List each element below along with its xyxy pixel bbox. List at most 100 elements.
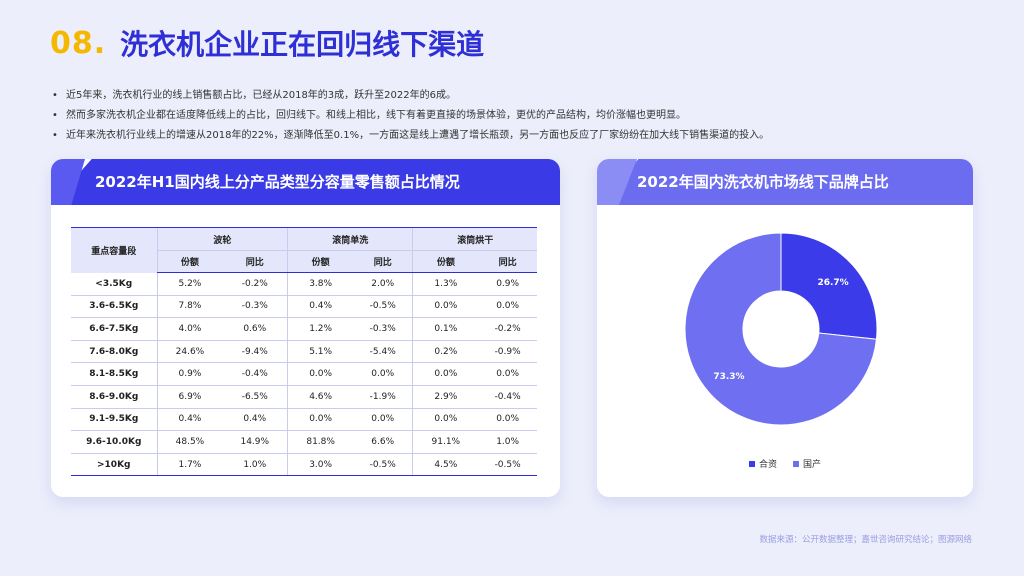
- table-cell: -0.5%: [478, 453, 537, 477]
- table-cell: 4.0%: [156, 317, 223, 341]
- table-cell: 5.1%: [287, 340, 354, 364]
- table-row: 9.1-9.5Kg 0.4% 0.4% 0.0% 0.0% 0.0% 0.0%: [71, 408, 537, 432]
- legend-label: 国产: [803, 460, 822, 470]
- table-cell: 0.0%: [412, 408, 479, 432]
- table-cell: 81.8%: [287, 430, 354, 454]
- table-row: <3.5Kg 5.2% -0.2% 3.8% 2.0% 1.3% 0.9%: [71, 272, 537, 296]
- table-cell: 14.9%: [222, 430, 288, 454]
- donut-data-label: 73.3%: [713, 372, 744, 382]
- donut-chart: 26.7% 73.3%: [684, 232, 878, 426]
- table-cell: 2.9%: [412, 385, 479, 409]
- row-label: 7.6-8.0Kg: [71, 340, 157, 364]
- sub-header-yoy: 同比: [353, 250, 413, 273]
- table-cell: 0.4%: [156, 408, 223, 432]
- table-card-header: 2022年H1国内线上分产品类型分容量零售额占比情况: [51, 159, 560, 205]
- bullet-list: 近5年来，洗衣机行业的线上销售额占比，已经从2018年的3成，跃升至2022年的…: [52, 86, 992, 146]
- donut-slice-0: [780, 232, 878, 340]
- table-cell: -1.9%: [353, 385, 413, 409]
- row-label: 3.6-6.5Kg: [71, 295, 157, 319]
- section-number: 08.: [50, 25, 107, 61]
- data-source-note: 数据来源：公开数据整理；嘉世咨询研究结论；图源网络: [759, 535, 972, 545]
- legend-swatch: [748, 460, 755, 467]
- table-cell: 24.6%: [156, 340, 223, 364]
- donut-slice-1: [684, 232, 878, 426]
- table-row: 7.6-8.0Kg 24.6% -9.4% 5.1% -5.4% 0.2% -0.9%: [71, 340, 537, 364]
- sub-header-share: 份额: [156, 250, 223, 273]
- table-cell: 5.2%: [156, 272, 223, 296]
- table-cell: -0.4%: [222, 362, 288, 386]
- legend-label: 合资: [758, 460, 777, 470]
- capacity-share-table: 重点容量段 波轮 滚筒单洗 滚筒烘干 份额 同比 份额 同比 份额 同比 <3.…: [71, 227, 537, 477]
- table-cell: 1.0%: [478, 430, 537, 454]
- table-row: >10Kg 1.7% 1.0% 3.0% -0.5% 4.5% -0.5%: [71, 453, 537, 477]
- table-row: 6.6-7.5Kg 4.0% 0.6% 1.2% -0.3% 0.1% -0.2%: [71, 317, 537, 341]
- row-label: >10Kg: [71, 453, 157, 477]
- table-row: 3.6-6.5Kg 7.8% -0.3% 0.4% -0.5% 0.0% 0.0%: [71, 295, 537, 319]
- sub-header-share: 份额: [412, 250, 479, 273]
- row-label: 9.1-9.5Kg: [71, 408, 157, 432]
- donut-card-header: 2022年国内洗衣机市场线下品牌占比: [597, 159, 973, 205]
- table-cell: 0.0%: [412, 362, 479, 386]
- group-header-drum-dry: 滚筒烘干: [412, 227, 537, 251]
- page-title-row: 08. 洗衣机企业正在回归线下渠道: [50, 20, 484, 66]
- group-header-drum-wash: 滚筒单洗: [287, 227, 413, 251]
- table-cell: 0.0%: [478, 362, 537, 386]
- table-cell: 1.0%: [222, 453, 288, 477]
- table-card-title: 2022年H1国内线上分产品类型分容量零售额占比情况: [95, 173, 460, 191]
- legend-swatch: [793, 460, 799, 467]
- header-band: [51, 159, 560, 205]
- donut-chart-area: 26.7% 73.3%: [597, 205, 973, 497]
- table-cell: -0.3%: [353, 317, 413, 341]
- table-cell: 0.0%: [287, 408, 354, 432]
- sub-header-share: 份额: [287, 250, 354, 273]
- table-cell: 0.4%: [222, 408, 288, 432]
- bullet-item: 然而多家洗衣机企业都在适度降低线上的占比，回归线下。和线上相比，线下有着更直接的…: [52, 106, 992, 126]
- table-cell: 0.4%: [287, 295, 354, 319]
- row-label: 8.6-9.0Kg: [71, 385, 157, 409]
- table-cell: -5.4%: [353, 340, 413, 364]
- table-cell: 0.0%: [353, 408, 413, 432]
- table-cell: -0.2%: [478, 317, 537, 341]
- row-label: 8.1-8.5Kg: [71, 362, 157, 386]
- table-cell: -0.4%: [478, 385, 537, 409]
- donut-data-label: 26.7%: [817, 278, 848, 288]
- table-card: 2022年H1国内线上分产品类型分容量零售额占比情况 重点容量段 波轮 滚筒单洗…: [51, 159, 560, 497]
- table-cell: -0.5%: [353, 295, 413, 319]
- sub-header-yoy: 同比: [222, 250, 288, 273]
- page-title: 洗衣机企业正在回归线下渠道: [120, 28, 485, 61]
- table-cell: 48.5%: [156, 430, 223, 454]
- row-label: 9.6-10.0Kg: [71, 430, 157, 454]
- donut-card: 2022年国内洗衣机市场线下品牌占比 26.7% 73.3% 合资 国产: [597, 159, 973, 497]
- table-cell: 0.0%: [287, 362, 354, 386]
- table-cell: 0.0%: [412, 295, 479, 319]
- row-label: 6.6-7.5Kg: [71, 317, 157, 341]
- table-cell: -0.2%: [222, 272, 288, 296]
- table-cell: 1.7%: [156, 453, 223, 477]
- table-cell: 7.8%: [156, 295, 223, 319]
- table-cell: 4.6%: [287, 385, 354, 409]
- table-row: 8.1-8.5Kg 0.9% -0.4% 0.0% 0.0% 0.0% 0.0%: [71, 362, 537, 386]
- table-cell: 91.1%: [412, 430, 479, 454]
- table-cell: -0.3%: [222, 295, 288, 319]
- table-cell: -0.5%: [353, 453, 413, 477]
- chart-legend: 合资 国产: [597, 457, 973, 470]
- donut-card-title: 2022年国内洗衣机市场线下品牌占比: [637, 173, 889, 191]
- row-label: <3.5Kg: [71, 272, 157, 296]
- table-cell: 6.6%: [353, 430, 413, 454]
- table-cell: 6.9%: [156, 385, 223, 409]
- header-band: [597, 159, 973, 205]
- table-cell: 0.0%: [478, 408, 537, 432]
- table-row: 8.6-9.0Kg 6.9% -6.5% 4.6% -1.9% 2.9% -0.4%: [71, 385, 537, 409]
- group-header-pulsator: 波轮: [156, 227, 288, 251]
- row-header-label: 重点容量段: [71, 227, 157, 273]
- table-row: 9.6-10.0Kg 48.5% 14.9% 81.8% 6.6% 91.1% 1.0%: [71, 430, 537, 454]
- table-cell: 1.3%: [412, 272, 479, 296]
- table-cell: 0.9%: [478, 272, 537, 296]
- table-cell: 3.8%: [287, 272, 354, 296]
- table-cell: -6.5%: [222, 385, 288, 409]
- table-cell: 2.0%: [353, 272, 413, 296]
- table-cell: 0.1%: [412, 317, 479, 341]
- table-cell: 3.0%: [287, 453, 354, 477]
- table-cell: 0.2%: [412, 340, 479, 364]
- legend-item: 合资: [748, 457, 777, 470]
